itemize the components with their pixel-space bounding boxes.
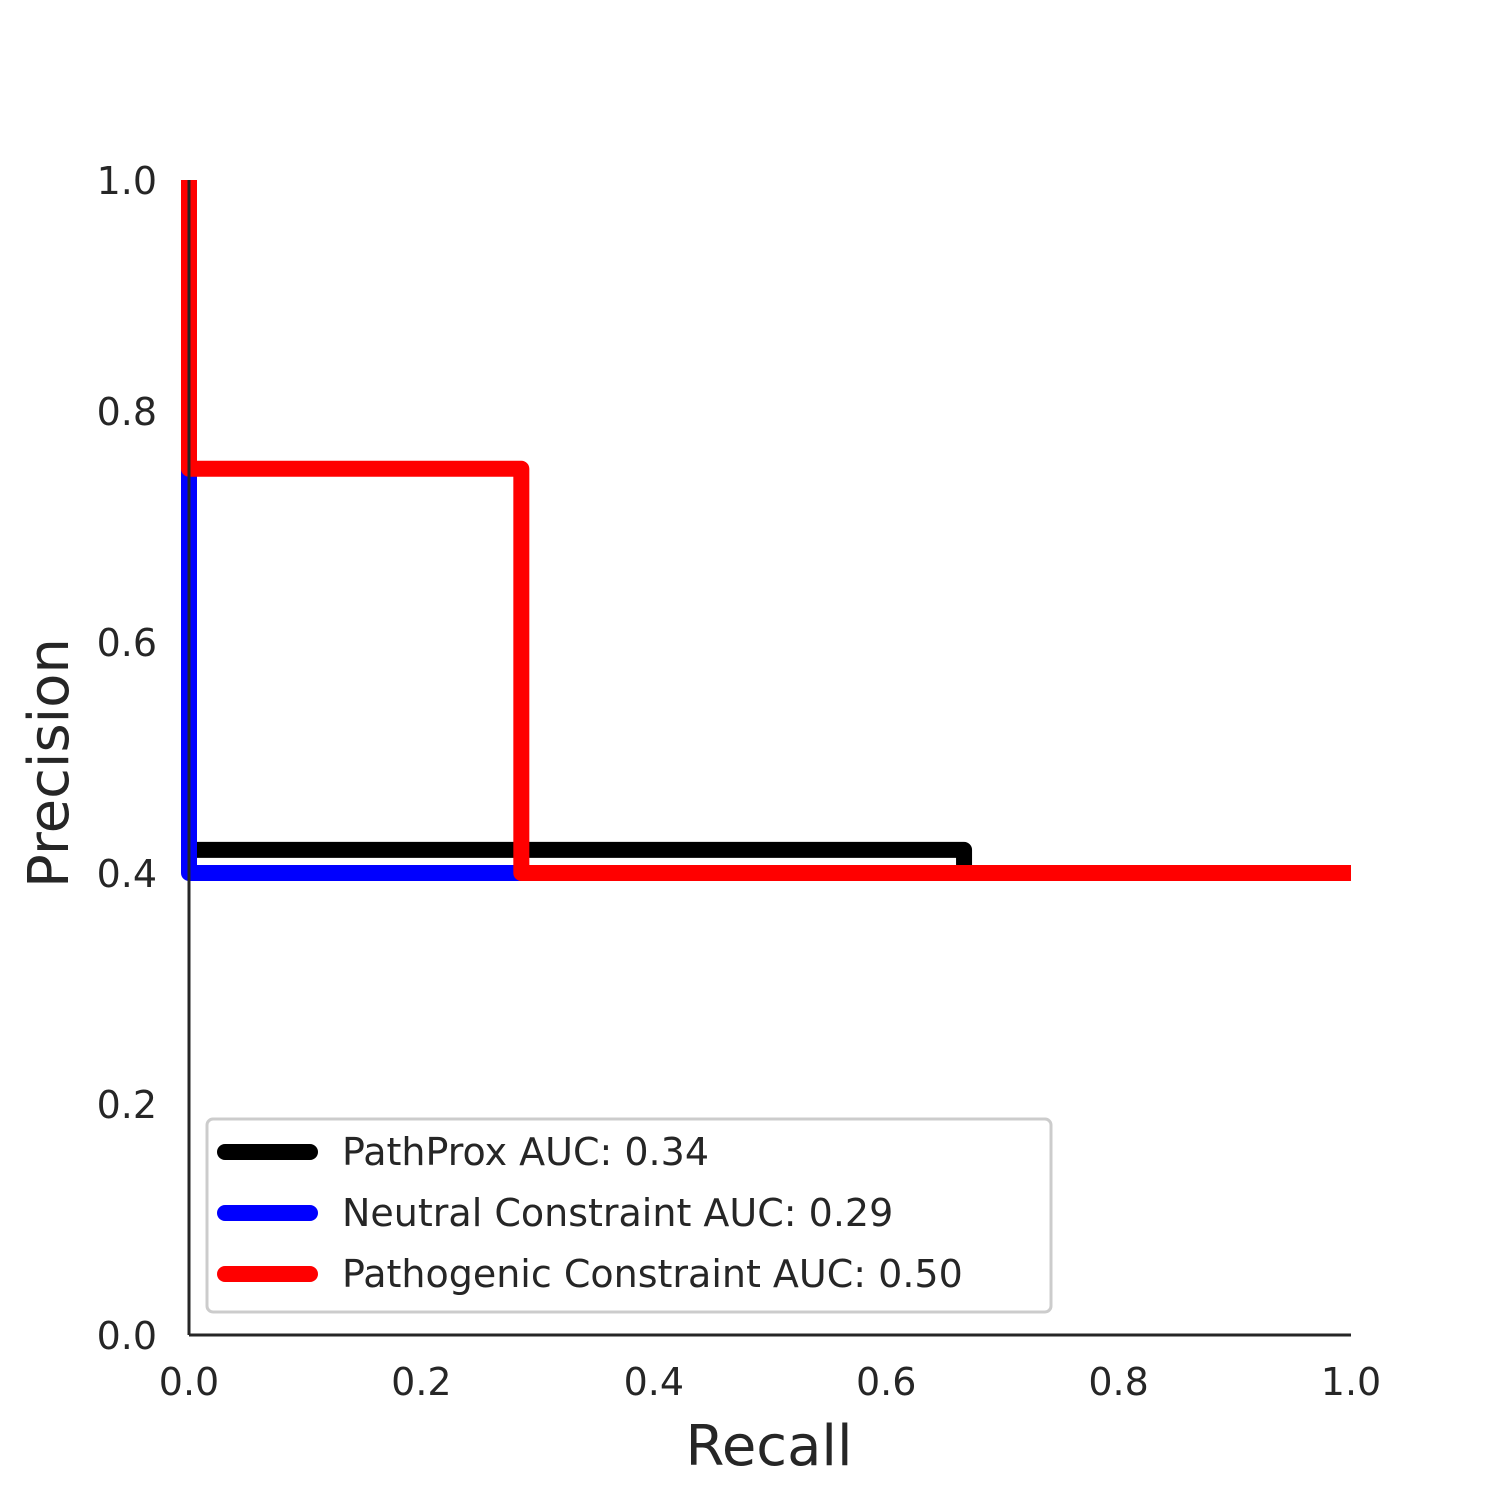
y-tick-label: 0.6 — [97, 621, 157, 665]
legend-label: Pathogenic Constraint AUC: 0.50 — [342, 1252, 963, 1296]
x-tick-label: 0.2 — [391, 1360, 451, 1404]
x-tick-label: 1.0 — [1321, 1360, 1381, 1404]
x-tick-label: 0.0 — [159, 1360, 219, 1404]
legend: PathProx AUC: 0.34 Neutral Constraint AUC… — [205, 1117, 1053, 1314]
y-tick-label: 0.0 — [97, 1314, 157, 1358]
x-tick-label: 0.8 — [1088, 1360, 1148, 1404]
legend-label: Neutral Constraint AUC: 0.29 — [342, 1191, 893, 1235]
x-tick-label: 0.6 — [856, 1360, 916, 1404]
y-axis-ticks: 0.0 0.2 0.4 0.6 0.8 1.0 — [97, 159, 157, 1358]
legend-label: PathProx AUC: 0.34 — [342, 1130, 709, 1174]
y-tick-label: 0.2 — [97, 1083, 157, 1127]
x-tick-label: 0.4 — [624, 1360, 684, 1404]
legend-box — [205, 1117, 1053, 1314]
y-tick-label: 0.4 — [97, 852, 157, 896]
x-axis-ticks: 0.0 0.2 0.4 0.6 0.8 1.0 — [159, 1360, 1381, 1404]
y-axis-title: Precision — [17, 638, 82, 888]
y-tick-label: 0.8 — [97, 390, 157, 434]
y-tick-label: 1.0 — [97, 159, 157, 203]
x-axis-title: Recall — [685, 1414, 852, 1479]
